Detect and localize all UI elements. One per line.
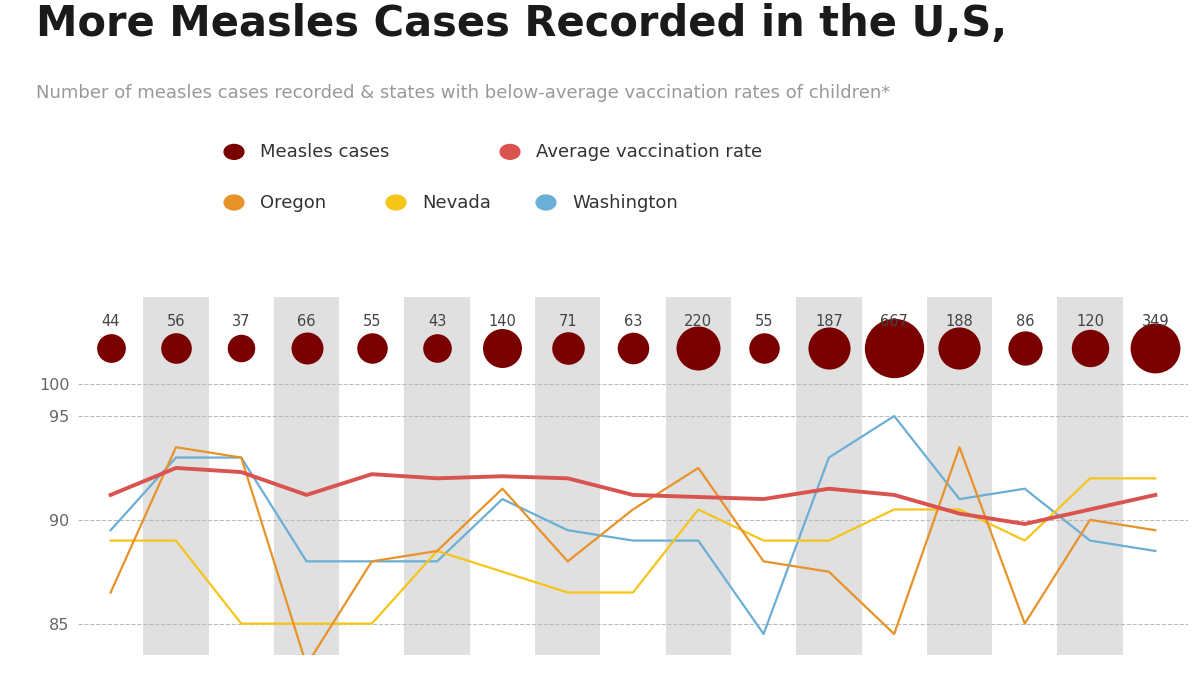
Bar <box>469 297 535 391</box>
Point <box>362 342 382 353</box>
Point <box>232 342 251 353</box>
Text: Average vaccination rate: Average vaccination rate <box>536 143 762 161</box>
Text: 71: 71 <box>558 315 577 329</box>
Text: 220: 220 <box>684 315 713 329</box>
Text: 44: 44 <box>101 315 120 329</box>
Point <box>820 342 839 353</box>
Bar <box>535 391 600 655</box>
Bar <box>600 391 666 655</box>
Bar <box>78 391 143 655</box>
Bar <box>1123 391 1188 655</box>
Point <box>950 342 970 353</box>
Bar <box>797 297 862 391</box>
Point <box>296 342 316 353</box>
Text: 120: 120 <box>1076 315 1104 329</box>
Text: 55: 55 <box>755 315 773 329</box>
Text: 140: 140 <box>488 315 516 329</box>
Bar <box>143 391 209 655</box>
Bar <box>926 297 992 391</box>
Text: 63: 63 <box>624 315 642 329</box>
Text: Oregon: Oregon <box>260 194 326 211</box>
Text: Washington: Washington <box>572 194 678 211</box>
Text: 55: 55 <box>362 315 382 329</box>
Bar <box>469 391 535 655</box>
Point <box>754 342 773 353</box>
Bar <box>274 297 340 391</box>
Text: 188: 188 <box>946 315 973 329</box>
Bar <box>1123 297 1188 391</box>
Point <box>167 342 186 353</box>
Bar <box>797 391 862 655</box>
Text: 37: 37 <box>232 315 251 329</box>
Bar <box>404 297 469 391</box>
Bar <box>1057 297 1123 391</box>
Bar <box>78 297 143 391</box>
Text: 86: 86 <box>1015 315 1034 329</box>
Bar <box>926 391 992 655</box>
Bar <box>666 297 731 391</box>
Bar <box>731 297 797 391</box>
Bar <box>404 391 469 655</box>
Bar <box>666 391 731 655</box>
Bar <box>992 391 1057 655</box>
Point <box>101 342 120 353</box>
Bar <box>209 297 274 391</box>
Bar <box>862 297 926 391</box>
Point <box>427 342 446 353</box>
Bar <box>1057 391 1123 655</box>
Bar <box>600 297 666 391</box>
Bar <box>731 391 797 655</box>
Bar <box>862 391 926 655</box>
Text: 667: 667 <box>881 315 908 329</box>
Text: Nevada: Nevada <box>422 194 491 211</box>
Point <box>689 342 708 353</box>
Point <box>884 342 904 353</box>
Point <box>1080 342 1099 353</box>
Text: 56: 56 <box>167 315 185 329</box>
Text: 349: 349 <box>1141 315 1169 329</box>
Bar <box>209 391 274 655</box>
Text: 66: 66 <box>298 315 316 329</box>
Bar <box>340 297 404 391</box>
Text: Number of measles cases recorded & states with below-average vaccination rates o: Number of measles cases recorded & state… <box>36 84 890 103</box>
Text: 43: 43 <box>428 315 446 329</box>
Point <box>1015 342 1034 353</box>
Text: More Measles Cases Recorded in the U,S,: More Measles Cases Recorded in the U,S, <box>36 3 1007 45</box>
Bar <box>535 297 600 391</box>
Point <box>624 342 643 353</box>
Point <box>1146 342 1165 353</box>
Text: Measles cases: Measles cases <box>260 143 390 161</box>
Text: 187: 187 <box>815 315 842 329</box>
Bar <box>340 391 404 655</box>
Point <box>558 342 577 353</box>
Bar <box>992 297 1057 391</box>
Bar <box>143 297 209 391</box>
Point <box>493 342 512 353</box>
Bar <box>274 391 340 655</box>
